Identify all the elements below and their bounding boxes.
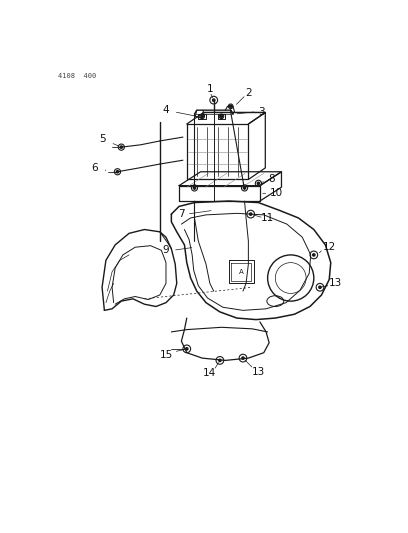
Text: 4108  400: 4108 400 [58, 73, 96, 79]
Text: 2: 2 [245, 88, 252, 98]
Circle shape [186, 348, 188, 350]
Text: 8: 8 [268, 174, 275, 184]
Circle shape [313, 254, 315, 256]
Circle shape [242, 357, 244, 359]
Text: 15: 15 [160, 350, 173, 360]
Text: 13: 13 [329, 278, 342, 288]
Text: 5: 5 [99, 134, 105, 144]
Text: 12: 12 [323, 242, 336, 252]
Circle shape [116, 171, 119, 173]
Text: 7: 7 [178, 209, 185, 219]
Text: 4: 4 [163, 105, 169, 115]
Circle shape [201, 115, 203, 117]
Circle shape [257, 182, 259, 184]
Text: 1: 1 [206, 84, 213, 94]
Circle shape [243, 187, 246, 189]
Text: 9: 9 [163, 245, 169, 255]
Circle shape [193, 187, 195, 189]
Text: 6: 6 [91, 163, 98, 173]
Circle shape [219, 359, 221, 361]
Text: 10: 10 [270, 188, 284, 198]
Circle shape [250, 213, 252, 215]
Text: 13: 13 [252, 367, 265, 377]
Circle shape [230, 105, 232, 108]
Circle shape [120, 146, 122, 148]
Text: 3: 3 [258, 107, 265, 117]
Text: 11: 11 [261, 213, 274, 223]
Text: 14: 14 [203, 368, 217, 378]
Text: A: A [239, 269, 244, 275]
Circle shape [220, 115, 223, 117]
Circle shape [319, 286, 321, 288]
Circle shape [213, 99, 215, 101]
